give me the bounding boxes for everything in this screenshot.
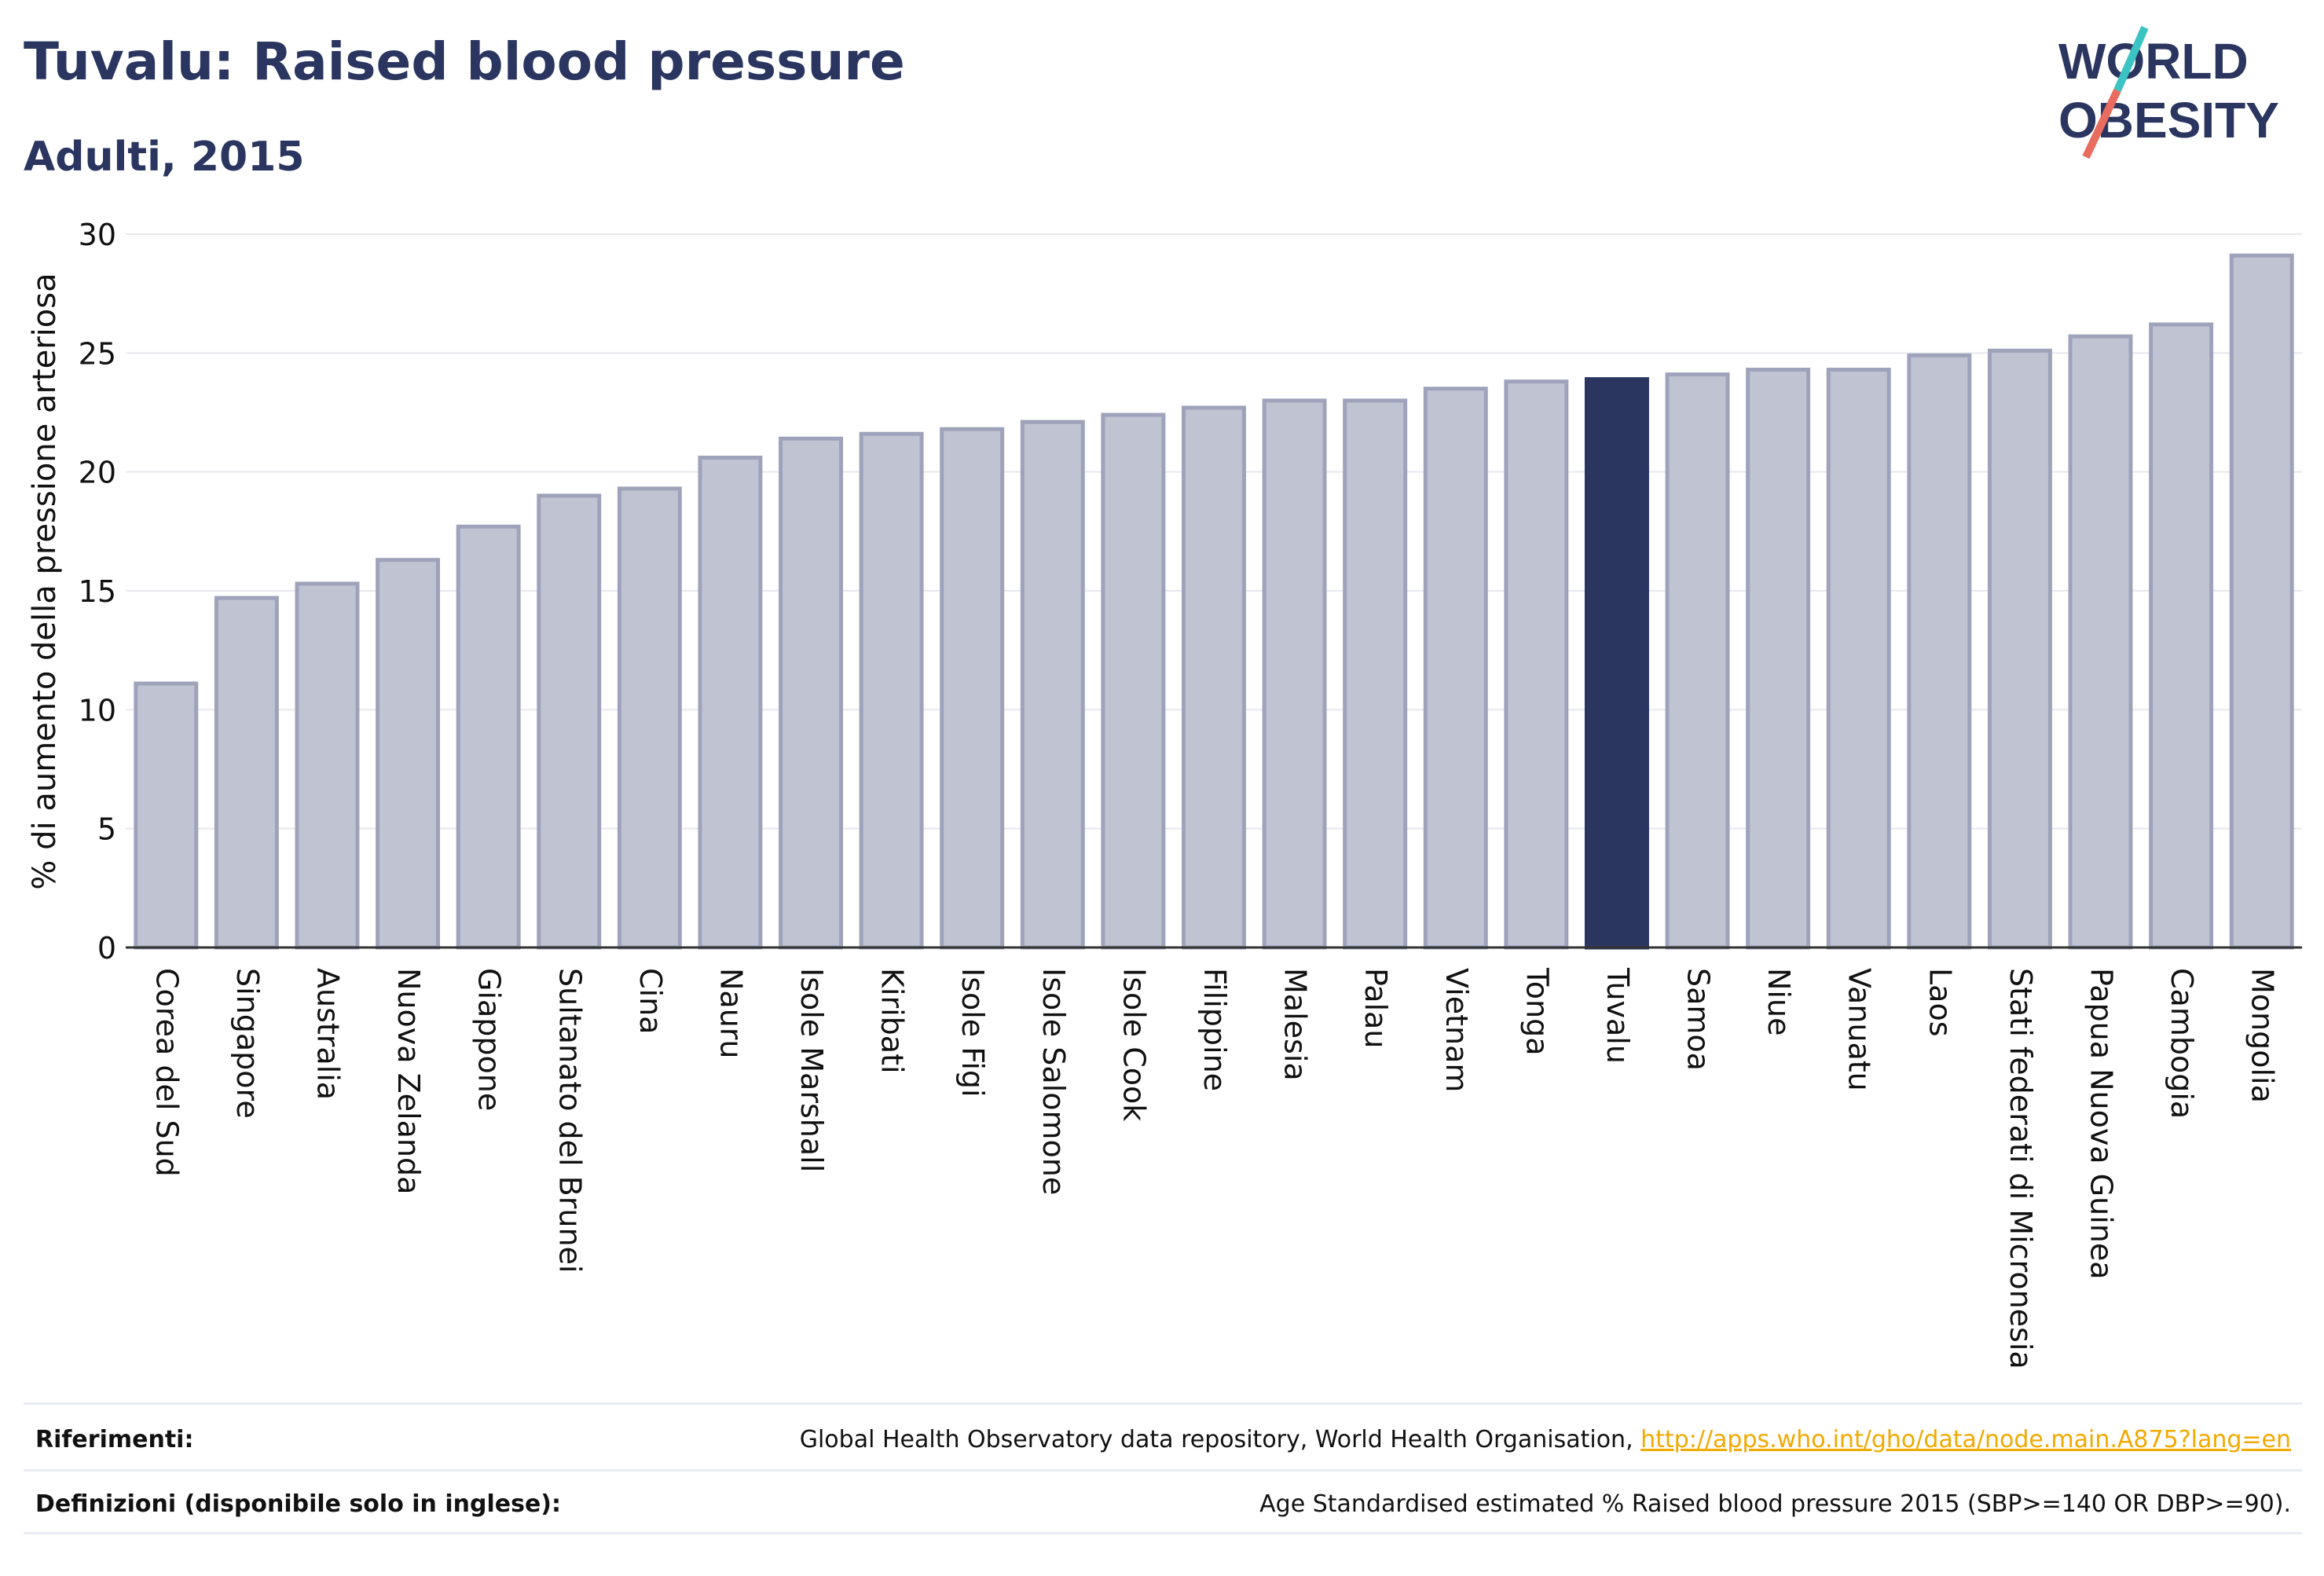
footer-divider-bottom — [24, 1532, 2302, 1534]
bar-niue — [1746, 368, 1811, 950]
x-tick-label: Vanuatu — [1842, 968, 1877, 1091]
bar-isole-cook — [1101, 412, 1166, 950]
chart-subtitle: Adulti, 2015 — [24, 134, 305, 181]
x-tick-label: Niue — [1761, 968, 1796, 1035]
references-label: Riferimenti: — [35, 1426, 194, 1453]
x-tick-label: Isole Marshall — [794, 968, 829, 1172]
x-tick-label: Isole Salomone — [1036, 968, 1071, 1195]
x-tick-label: Cina — [633, 968, 668, 1034]
definitions-label: Definizioni (disponibile solo in inglese… — [35, 1490, 561, 1518]
x-tick-label: Isole Cook — [1116, 968, 1151, 1121]
definitions-text: Age Standardised estimated % Raised bloo… — [1259, 1490, 2291, 1518]
x-tick-label: Nuova Zelanda — [391, 968, 426, 1194]
x-tick-label: Stati federati di Micronesia — [2003, 968, 2038, 1369]
references-source: Global Health Observatory data repositor… — [799, 1426, 1641, 1453]
x-tick-label: Giappone — [472, 968, 507, 1111]
logo-teal-slash — [2113, 25, 2149, 93]
bar-nauru — [698, 456, 763, 950]
bar-filippine — [1182, 405, 1246, 950]
bar-kiribati — [859, 431, 924, 950]
x-tick-label: Corea del Sud — [149, 968, 184, 1177]
x-tick-label: Cambogia — [2165, 968, 2199, 1119]
x-tick-label: Isole Figi — [955, 968, 990, 1098]
bar-vanuatu — [1826, 368, 1891, 950]
x-tick-label: Kiribati — [875, 968, 910, 1074]
y-tick-label: 15 — [79, 574, 116, 609]
bar-mongolia — [2229, 253, 2294, 950]
logo-line1: WORLD — [2058, 33, 2249, 90]
x-tick-label: Filippine — [1197, 968, 1232, 1091]
bar-samoa — [1665, 372, 1730, 950]
y-tick-label: 25 — [79, 336, 116, 371]
bar-cambogia — [2149, 322, 2214, 950]
bar-sultanato-del-brunei — [537, 493, 602, 950]
footer-divider-top — [24, 1402, 2302, 1405]
x-tick-label: Singapore — [230, 968, 265, 1119]
bar-chart: 0 5 10 15 20 25 30 Corea del Sud Singapore Austra… — [27, 218, 2302, 1369]
references-text: Global Health Observatory data repositor… — [800, 1426, 2291, 1453]
bar-nuova-zelanda — [376, 558, 441, 950]
bar-laos — [1907, 353, 1972, 950]
x-tick-label: Mongolia — [2245, 968, 2280, 1103]
x-tick-label: Vietnam — [1439, 968, 1474, 1092]
axis-layer: 0 5 10 15 20 25 30 Corea del Sud Singapore Austra… — [79, 218, 2302, 1369]
x-tick-label: Laos — [1923, 968, 1957, 1037]
bar-malesia — [1262, 398, 1327, 950]
x-tick-label: Sultanato del Brunei — [552, 968, 587, 1273]
bar-vietnam — [1423, 387, 1488, 950]
bar-isole-salomone — [1020, 420, 1085, 950]
y-tick-label: 5 — [97, 812, 116, 847]
logo-coral-slash — [2082, 88, 2121, 159]
x-tick-label: Tonga — [1519, 967, 1554, 1056]
footer-divider-middle — [24, 1469, 2302, 1472]
x-tick-label: Nauru — [713, 968, 748, 1059]
references-link[interactable]: http://apps.who.int/gho/data/node.main.A… — [1640, 1426, 2291, 1453]
x-tick-label: Samoa — [1681, 968, 1716, 1071]
y-tick-label: 0 — [97, 931, 116, 966]
bar-corea-del-sud — [134, 681, 199, 950]
bar-cina — [617, 486, 682, 950]
x-tick-label: Malesia — [1278, 968, 1313, 1081]
bar-australia — [295, 581, 360, 950]
bar-tonga — [1504, 379, 1569, 950]
bar-tuvalu — [1584, 377, 1649, 950]
x-tick-label: Palau — [1358, 968, 1393, 1048]
y-tick-label: 20 — [79, 456, 116, 490]
bar-isole-figi — [940, 427, 1005, 950]
x-tick-label: Australia — [310, 968, 345, 1100]
bar-papua-nuova-guinea — [2068, 334, 2133, 950]
bar-giappone — [456, 524, 521, 950]
bar-palau — [1343, 398, 1408, 950]
x-tick-label: Tuvalu — [1600, 967, 1635, 1064]
chart-title: Tuvalu: Raised blood pressure — [24, 31, 905, 92]
x-tick-label: Papua Nuova Guinea — [2084, 968, 2119, 1280]
world-obesity-logo: WORLD OBESITY — [2058, 25, 2279, 159]
y-tick-label: 30 — [79, 218, 116, 252]
bar-stati-federati-di-micronesia — [1987, 348, 2052, 950]
bar-isole-marshall — [779, 436, 844, 950]
bars-layer — [134, 253, 2294, 950]
y-axis-label: % di aumento della pressione arteriosa — [27, 273, 63, 889]
y-tick-label: 10 — [79, 693, 116, 728]
bar-singapore — [214, 596, 279, 950]
